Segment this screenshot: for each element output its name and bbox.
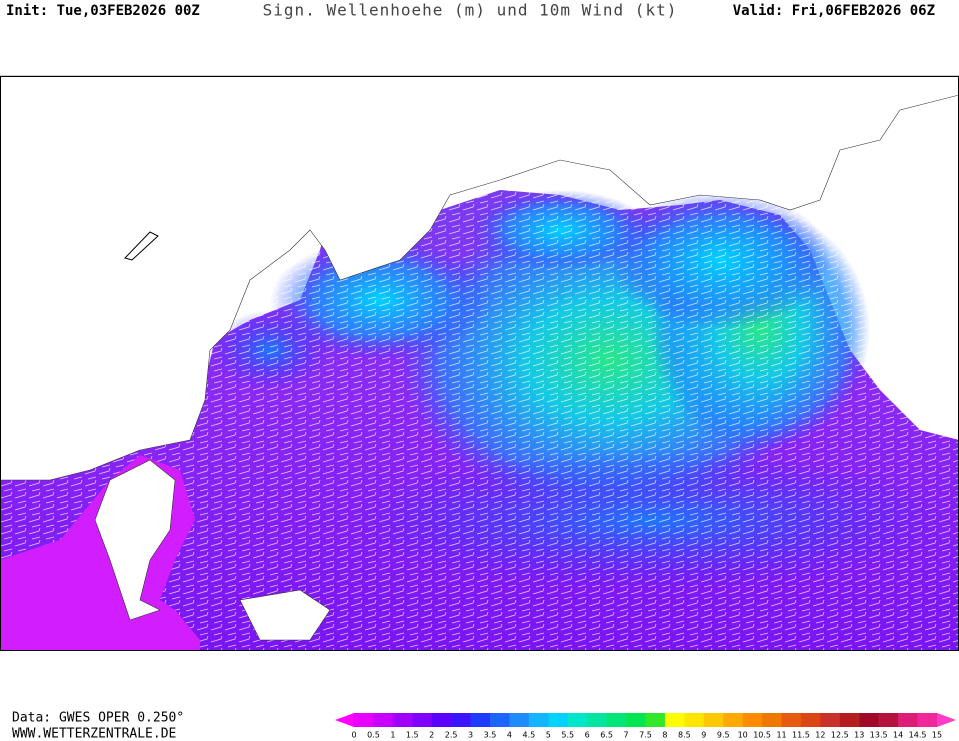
- website: WWW.WETTERZENTRALE.DE: [12, 727, 176, 741]
- valid-time: Valid: Fri,06FEB2026 06Z: [733, 3, 935, 19]
- colorbar-label: 9: [701, 731, 706, 740]
- colorbar-label: 3.5: [484, 731, 497, 740]
- map: [0, 75, 959, 651]
- init-time: Init: Tue,03FEB2026 00Z: [6, 3, 200, 19]
- colorbar-segment: [548, 713, 569, 727]
- colorbar-label: 13: [854, 731, 864, 740]
- colorbar-segment: [898, 713, 918, 727]
- colorbar-label: 8: [662, 731, 667, 740]
- colorbar-segment: [839, 713, 860, 727]
- colorbar-label: 4: [507, 731, 512, 740]
- colorbar-segment: [528, 713, 549, 727]
- colorbar-label: 10: [738, 731, 748, 740]
- colorbar-label: 0: [351, 731, 356, 740]
- colorbar-label: 11: [776, 731, 786, 740]
- colorbar-label: 7.5: [639, 731, 652, 740]
- colorbar-label: 12.5: [831, 731, 849, 740]
- colorbar-label: 14: [893, 731, 903, 740]
- land-north: [0, 75, 959, 481]
- colorbar-segment: [820, 713, 841, 727]
- colorbar-segment: [626, 713, 646, 727]
- colorbar-segment: [470, 713, 491, 727]
- colorbar-segment: [781, 713, 802, 727]
- colorbar-segment: [412, 713, 433, 727]
- colorbar-segment: [742, 713, 763, 727]
- lake: [124, 231, 159, 261]
- colorbar-segment: [684, 713, 705, 727]
- colorbar-label: 13.5: [870, 731, 888, 740]
- colorbar-segment: [431, 713, 452, 727]
- colorbar-label: 1.5: [406, 731, 419, 740]
- colorbar-segment: [451, 713, 471, 727]
- colorbar-segment: [645, 713, 666, 727]
- data-source: Data: GWES OPER 0.250°: [12, 711, 184, 726]
- colorbar-label: 5.5: [561, 731, 574, 740]
- colorbar-label: 0.5: [367, 731, 380, 740]
- colorbar-label: 2.5: [445, 731, 458, 740]
- colorbar-label: 3: [468, 731, 473, 740]
- colorbar-label: 5: [546, 731, 551, 740]
- colorbar-label: 1: [390, 731, 395, 740]
- colorbar-segment: [800, 713, 821, 727]
- colorbar-segment: [373, 713, 394, 727]
- colorbar-segment: [587, 713, 607, 727]
- colorbar-segment: [917, 713, 938, 727]
- colorbar-over: [937, 713, 956, 727]
- colorbar-segment: [509, 713, 530, 727]
- colorbar-segment: [606, 713, 627, 727]
- colorbar-label: 15: [932, 731, 942, 740]
- colorbar-label: 2: [429, 731, 434, 740]
- colorbar-segment: [354, 713, 374, 727]
- colorbar-segment: [703, 713, 724, 727]
- colorbar-label: 9.5: [717, 731, 730, 740]
- land-island: [239, 589, 331, 641]
- colorbar-segment: [567, 713, 588, 727]
- colorbar-label: 14.5: [909, 731, 927, 740]
- land-indochina: [94, 459, 176, 621]
- colorbar-segment: [392, 713, 413, 727]
- map-title: Sign. Wellenhoehe (m) und 10m Wind (kt): [263, 1, 678, 20]
- colorbar-label: 8.5: [678, 731, 691, 740]
- colorbar-segment: [723, 713, 743, 727]
- colorbar-under: [335, 713, 354, 727]
- colorbar-segment: [762, 713, 782, 727]
- colorbar-label: 7: [624, 731, 629, 740]
- colorbar-segment: [664, 713, 685, 727]
- colorbar: 0 0.5 1 1.5 2 2.5 3 3.5 4 4.5 5 5.5 6 6.5 7 7.5 8 8.5 9 9.5…: [335, 713, 956, 740]
- colorbar-label: 6: [585, 731, 590, 740]
- colorbar-label: 12: [815, 731, 825, 740]
- colorbar-label: 4.5: [523, 731, 536, 740]
- colorbar-label: 6.5: [600, 731, 613, 740]
- colorbar-label: 10.5: [753, 731, 771, 740]
- colorbar-segment: [859, 713, 879, 727]
- colorbar-segment: [490, 713, 510, 727]
- colorbar-segment: [878, 713, 899, 727]
- colorbar-label: 11.5: [792, 731, 810, 740]
